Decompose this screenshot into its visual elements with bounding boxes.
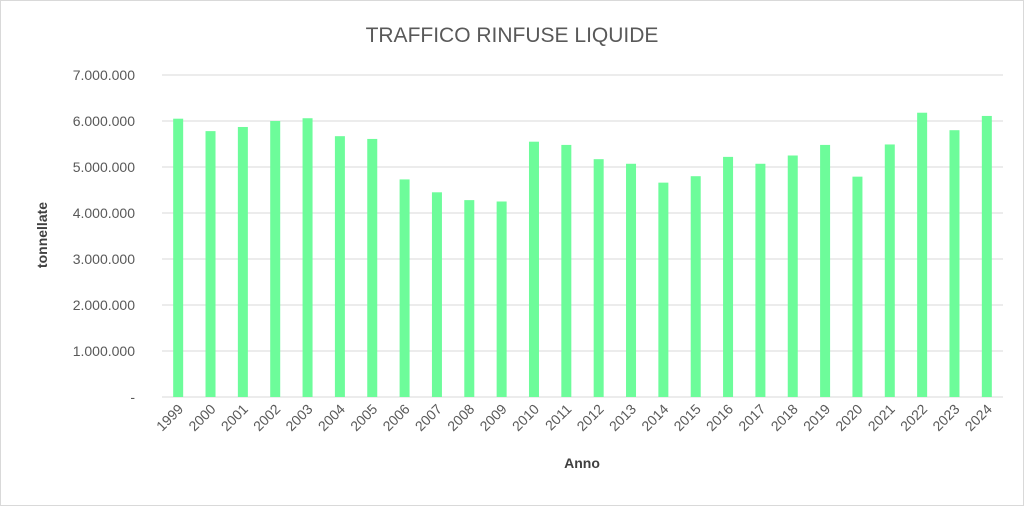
bar-2003 xyxy=(302,118,313,398)
bar-2009 xyxy=(496,201,507,397)
x-tick-label: 2011 xyxy=(542,401,575,434)
x-axis-ticks: 1999 2000 2001 2002 2003 2004 2005 2006 2007 2008… xyxy=(153,401,995,434)
bar-2021 xyxy=(884,144,895,397)
bar-2001 xyxy=(237,126,248,397)
bar-2005 xyxy=(367,138,378,397)
x-tick-label: 2014 xyxy=(638,401,671,434)
x-tick-label: 2017 xyxy=(735,401,768,434)
x-tick-label: 2001 xyxy=(218,401,251,434)
y-tick-label: - xyxy=(130,389,135,405)
x-tick-label: 2004 xyxy=(315,401,348,434)
x-tick-label: 2012 xyxy=(573,401,606,434)
bar-2006 xyxy=(399,179,410,397)
bar-2016 xyxy=(723,156,734,397)
bar-2007 xyxy=(431,192,442,397)
x-tick-label: 2015 xyxy=(670,401,703,434)
bar-2002 xyxy=(270,121,281,397)
x-tick-label: 2006 xyxy=(379,401,412,434)
x-tick-label: 2016 xyxy=(703,401,736,434)
x-tick-label: 1999 xyxy=(153,401,186,434)
x-tick-label: 2019 xyxy=(800,401,833,434)
y-tick-label: 1.000.000 xyxy=(73,343,135,359)
chart-title: TRAFFICO RINFUSE LIQUIDE xyxy=(366,24,659,47)
x-tick-label: 2020 xyxy=(832,401,865,434)
x-tick-label: 2010 xyxy=(509,401,542,434)
bar-2018 xyxy=(787,155,798,397)
bar-2015 xyxy=(690,176,701,397)
x-tick-label: 2007 xyxy=(412,401,445,434)
bar-2020 xyxy=(852,176,863,397)
x-tick-label: 2018 xyxy=(768,401,801,434)
x-tick-label: 2005 xyxy=(347,401,380,434)
bar-2004 xyxy=(334,136,345,397)
bar-1999 xyxy=(173,118,184,397)
y-tick-label: 5.000.000 xyxy=(73,159,135,175)
bar-2023 xyxy=(949,130,960,397)
gridlines xyxy=(162,74,1003,398)
x-tick-label: 2003 xyxy=(282,401,315,434)
bars xyxy=(173,112,992,398)
x-tick-label: 2000 xyxy=(185,401,218,434)
x-axis-title: Anno xyxy=(564,455,600,471)
bar-2008 xyxy=(464,200,475,397)
y-axis-title: tonnellate xyxy=(34,202,50,268)
y-axis-ticks: - 1.000.000 2.000.000 3.000.000 4.000.000 5.0… xyxy=(73,67,136,405)
bar-2013 xyxy=(626,163,637,397)
bar-2010 xyxy=(528,141,539,397)
y-tick-label: 7.000.000 xyxy=(73,67,135,83)
x-tick-label: 2024 xyxy=(962,401,995,434)
bar-2014 xyxy=(658,182,669,397)
bar-2024 xyxy=(981,115,992,397)
bar-2017 xyxy=(755,163,766,397)
y-tick-label: 6.000.000 xyxy=(73,113,135,129)
x-tick-label: 2013 xyxy=(606,401,639,434)
x-tick-label: 2002 xyxy=(250,401,283,434)
y-tick-label: 3.000.000 xyxy=(73,251,135,267)
bar-2022 xyxy=(917,112,928,397)
x-tick-label: 2021 xyxy=(865,401,898,434)
bar-2019 xyxy=(820,144,831,397)
bar-2000 xyxy=(205,131,216,397)
x-tick-label: 2022 xyxy=(897,401,930,434)
x-tick-label: 2023 xyxy=(929,401,962,434)
bar-2012 xyxy=(593,159,604,397)
bar-2011 xyxy=(561,144,572,397)
x-tick-label: 2009 xyxy=(476,401,509,434)
y-tick-label: 2.000.000 xyxy=(73,297,135,313)
y-tick-label: 4.000.000 xyxy=(73,205,135,221)
x-tick-label: 2008 xyxy=(444,401,477,434)
